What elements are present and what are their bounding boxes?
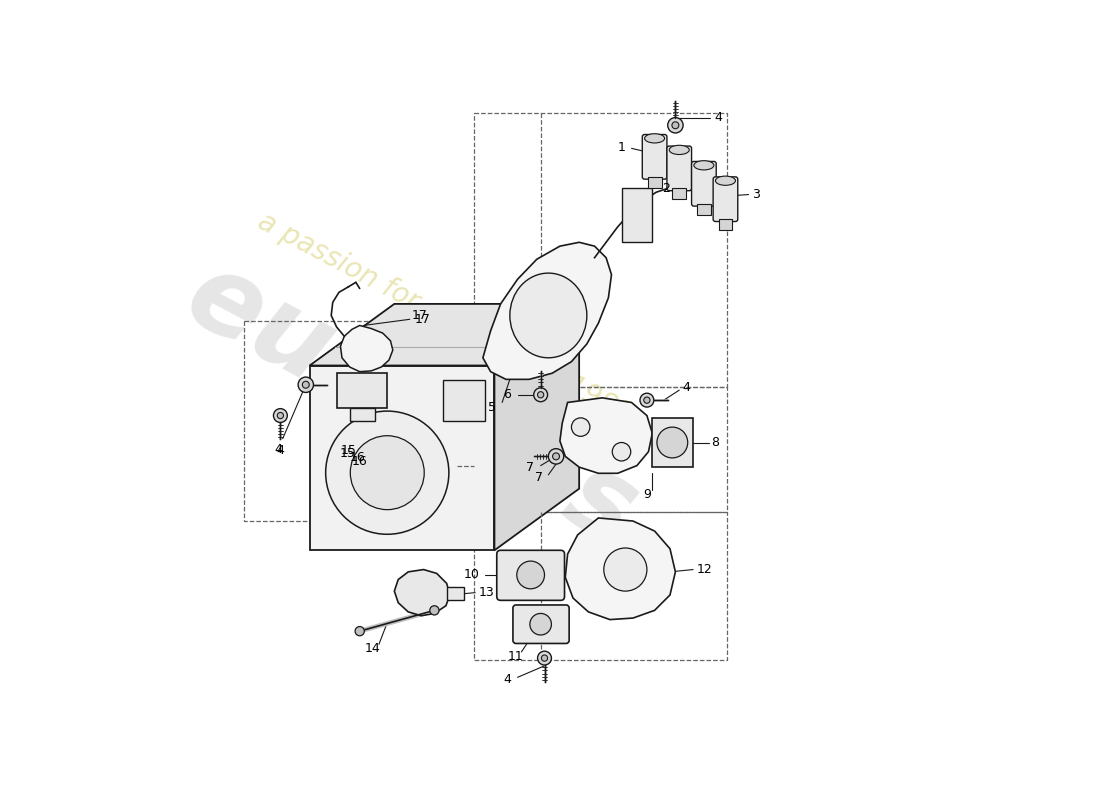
Polygon shape	[337, 373, 387, 408]
Ellipse shape	[694, 161, 714, 170]
Polygon shape	[350, 408, 375, 421]
Circle shape	[538, 392, 543, 398]
Text: 6: 6	[504, 388, 512, 402]
Circle shape	[355, 626, 364, 636]
Ellipse shape	[715, 176, 736, 186]
Polygon shape	[718, 219, 733, 230]
Polygon shape	[310, 304, 580, 366]
Circle shape	[538, 651, 551, 665]
Text: 11: 11	[507, 650, 524, 663]
Text: 9: 9	[644, 488, 651, 502]
Circle shape	[613, 442, 630, 461]
FancyBboxPatch shape	[497, 550, 564, 600]
Text: 12: 12	[696, 563, 712, 576]
Polygon shape	[621, 188, 652, 242]
Text: 16: 16	[350, 451, 365, 464]
Text: 17: 17	[415, 313, 430, 326]
FancyBboxPatch shape	[667, 146, 692, 190]
Polygon shape	[495, 304, 580, 550]
FancyBboxPatch shape	[692, 162, 716, 206]
Ellipse shape	[645, 134, 664, 143]
Circle shape	[274, 409, 287, 422]
Text: 5: 5	[488, 402, 496, 414]
Text: 3: 3	[752, 188, 760, 201]
Polygon shape	[565, 518, 675, 619]
Text: 7: 7	[535, 471, 543, 485]
Circle shape	[326, 411, 449, 534]
Circle shape	[572, 418, 590, 436]
Circle shape	[517, 561, 544, 589]
Text: 15: 15	[340, 444, 356, 457]
Text: 16: 16	[352, 455, 367, 468]
Text: 4: 4	[682, 381, 690, 394]
Circle shape	[548, 449, 563, 464]
Circle shape	[534, 388, 548, 402]
Polygon shape	[648, 177, 661, 188]
Polygon shape	[560, 398, 652, 474]
Polygon shape	[652, 418, 693, 467]
Polygon shape	[697, 204, 711, 214]
Circle shape	[350, 436, 425, 510]
Text: 7: 7	[527, 461, 535, 474]
Text: 4: 4	[274, 443, 282, 456]
Circle shape	[552, 453, 560, 460]
Text: 4: 4	[504, 673, 512, 686]
Text: 2: 2	[662, 182, 670, 195]
Circle shape	[430, 606, 439, 615]
Circle shape	[302, 382, 309, 388]
Text: europes: europes	[168, 241, 654, 567]
Text: 1: 1	[617, 141, 625, 154]
Circle shape	[640, 394, 653, 407]
Polygon shape	[483, 242, 612, 379]
Circle shape	[530, 614, 551, 635]
Text: 10: 10	[463, 569, 480, 582]
Polygon shape	[672, 188, 686, 199]
Circle shape	[672, 122, 679, 129]
Circle shape	[541, 655, 548, 662]
Circle shape	[604, 548, 647, 591]
Circle shape	[277, 413, 284, 418]
Ellipse shape	[669, 146, 690, 154]
Text: 14: 14	[365, 642, 381, 655]
Text: a passion for parts since 1985: a passion for parts since 1985	[253, 207, 637, 429]
Circle shape	[644, 397, 650, 403]
Text: 4: 4	[714, 111, 722, 124]
Polygon shape	[341, 326, 393, 372]
Circle shape	[657, 427, 688, 458]
Polygon shape	[310, 366, 495, 550]
Circle shape	[298, 377, 314, 393]
Circle shape	[668, 118, 683, 133]
FancyBboxPatch shape	[513, 605, 569, 643]
Text: 4: 4	[276, 444, 284, 457]
FancyBboxPatch shape	[713, 177, 738, 222]
Text: 8: 8	[712, 436, 719, 449]
FancyBboxPatch shape	[642, 134, 667, 179]
Polygon shape	[447, 587, 464, 600]
Text: 17: 17	[411, 309, 427, 322]
Polygon shape	[395, 570, 450, 616]
Text: 13: 13	[480, 586, 495, 599]
Polygon shape	[442, 380, 485, 421]
Ellipse shape	[510, 273, 587, 358]
Text: 15: 15	[340, 447, 355, 460]
